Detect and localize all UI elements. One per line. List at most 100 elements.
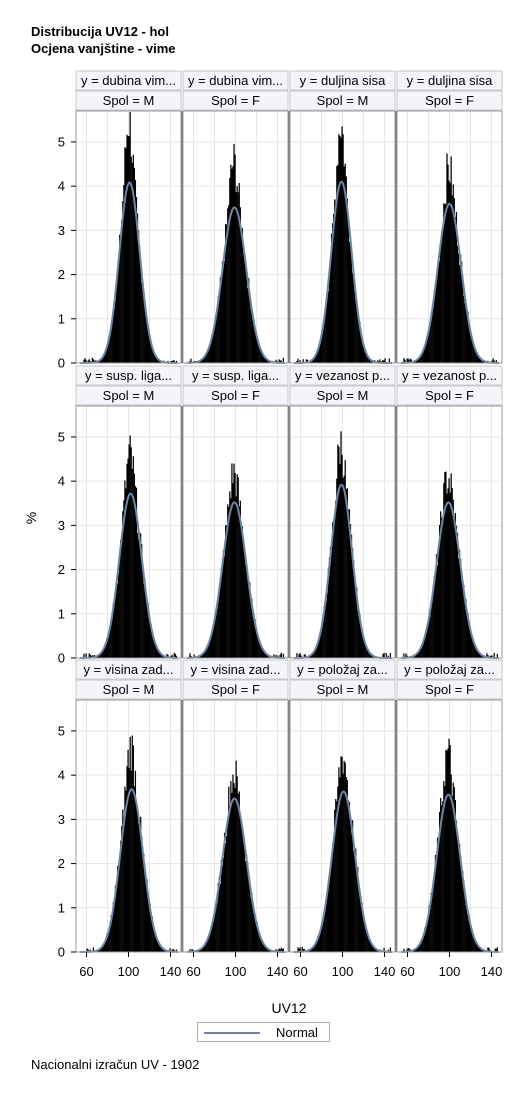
histogram-bar [123,500,125,658]
y-tick-label: 4 [58,474,65,489]
histogram-bar [342,773,344,952]
histogram-bar [441,517,443,658]
y-tick-label: 3 [58,812,65,827]
histogram-bar [316,351,318,363]
histogram-bar [128,768,130,952]
histogram-bar [371,655,374,658]
panel-header-spol-cell [289,90,396,111]
histogram-bar [433,290,435,363]
legend-normal-line-swatch [204,1032,260,1034]
histogram-bar [150,624,152,658]
histogram-bar [327,567,330,658]
histogram-bar [151,347,153,363]
histogram-bar [319,931,321,952]
histogram-bar [105,937,107,952]
y-tick-label: 0 [58,651,65,666]
histogram-bar [317,349,319,363]
panel-header-spol-label: Spol = F [211,682,260,697]
histogram-bar [240,235,242,363]
histogram-bar [318,344,320,363]
histogram-bar [451,796,453,952]
histogram-bar [299,947,301,952]
histogram-bar [447,164,449,363]
histogram-bar [109,921,111,952]
histogram-bar [425,629,427,658]
histogram-bar [129,435,131,658]
panel-header-spol-cell [75,90,182,111]
histogram-bar [222,857,225,952]
histogram-bar [209,935,211,952]
histogram-bar [431,306,433,363]
histogram-bar [299,360,301,363]
histogram-bar [426,924,428,952]
histogram-bar [135,487,138,658]
histogram-bar [472,933,474,952]
histogram-bar [143,854,145,952]
histogram-bar [175,949,177,952]
histogram-bar [340,756,342,952]
histogram-bar [416,359,419,363]
histogram-bar [248,876,250,952]
histogram-bar [353,560,355,658]
histogram-bar [341,756,343,952]
histogram-bar [422,938,424,952]
panel-frame [182,405,289,659]
histogram-bar [370,654,373,658]
histogram-bar [145,876,147,952]
histogram-bar [139,245,141,363]
histogram-bar [353,850,355,952]
histogram-bar [214,322,216,363]
panel-header-y-label: y = susp. liga... [85,368,172,383]
panel-r0-c2: y = duljina sisa Spol = M [289,70,396,364]
histogram-bar [222,550,225,658]
histogram-bar [118,869,120,952]
histogram-bar [475,647,477,658]
histogram-bar [268,360,270,363]
histogram-bar [321,624,323,658]
histogram-bar [149,623,151,658]
normal-curve [294,180,392,364]
histogram-bar [470,632,472,658]
histogram-bar [118,256,120,363]
histogram-bar [120,238,122,363]
histogram-bar [212,625,214,658]
histogram-bar [461,261,463,363]
histogram-bar [273,654,275,658]
histogram-bar [279,949,281,952]
histogram-bar [462,275,464,363]
panel-header-spol-cell [396,90,503,111]
chart-subtitle: Ocjena vanjštine - vime [31,41,176,56]
histogram-bar [237,477,239,658]
histogram-bar [143,295,145,363]
histogram-bar [234,788,236,952]
histogram-bar [233,463,235,658]
histogram-bar [257,639,259,658]
histogram-bar [136,809,139,952]
histogram-bar [239,500,241,658]
histogram-bar [420,354,422,363]
histogram-bar [121,220,123,363]
histogram-bar [202,945,205,952]
y-tick-label: 1 [58,900,65,915]
histogram-bar [405,653,407,658]
histogram-bar [231,168,233,363]
normal-curve [187,501,285,659]
histogram-bar [301,946,303,952]
histogram-bar [225,224,227,363]
histogram-bar [218,293,220,363]
histogram-bar [429,903,431,952]
histogram-bar [488,947,490,952]
histogram-bar [354,290,356,363]
histogram-bar [110,915,112,952]
histogram-bar [114,596,117,658]
histogram-bar [174,653,176,658]
histogram-bar [85,360,87,363]
histogram-bar [300,655,302,658]
histogram-bar [423,932,425,952]
histogram-bar [154,642,156,658]
panel-header-y-cell [289,365,396,386]
histogram-bar [263,651,266,658]
panel-header-y-cell [182,365,289,386]
histogram-bar [374,947,376,952]
histogram-bar [278,359,280,363]
